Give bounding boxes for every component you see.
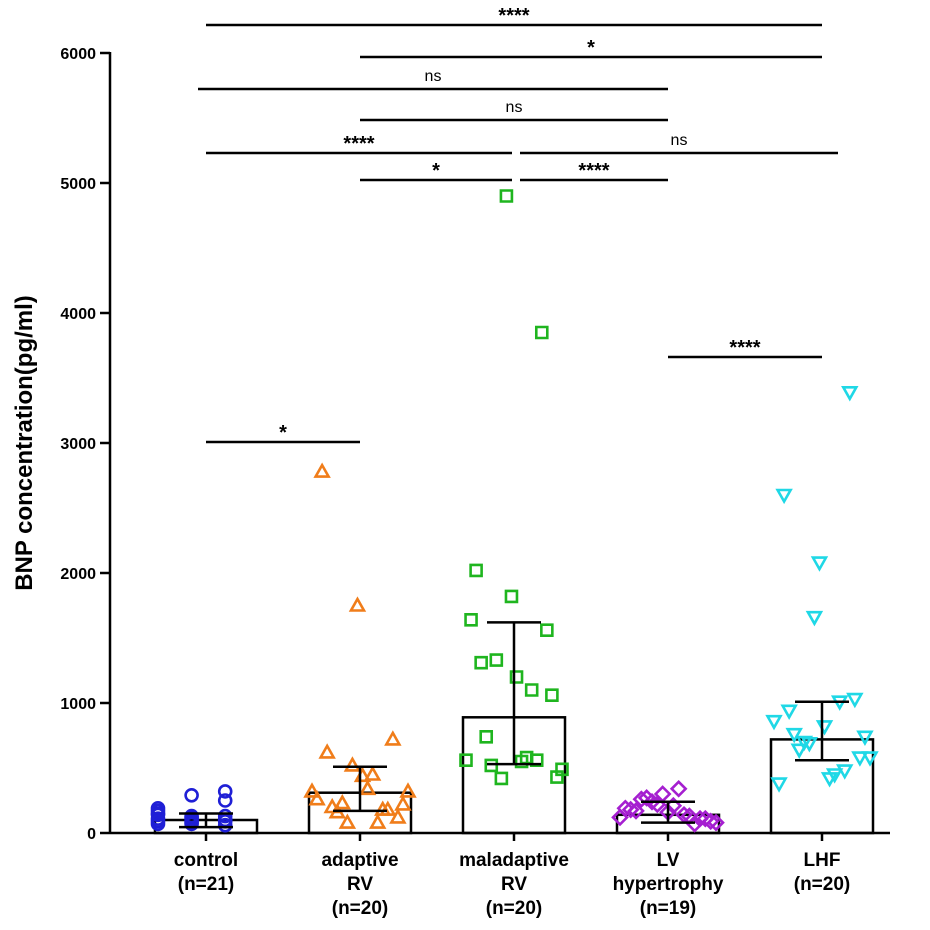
y-tick-label: 0: [87, 826, 96, 843]
y-axis-title: BNP concentration(pg/ml): [11, 295, 38, 591]
data-point: [691, 809, 709, 828]
data-point: [394, 795, 412, 811]
significance-label: ****: [578, 160, 609, 182]
x-tick-label: maladaptive RV (n=20): [459, 850, 569, 919]
data-point: [524, 683, 539, 697]
significance-label: ****: [498, 5, 529, 27]
data-point: [805, 610, 824, 627]
data-point: [846, 692, 864, 709]
data-point: [150, 814, 166, 829]
data-point: [534, 325, 549, 340]
error-bars-layer: [179, 621, 849, 829]
significance-label: *: [587, 37, 595, 59]
data-point: [509, 670, 524, 684]
data-point: [765, 714, 783, 731]
data-point: [669, 779, 688, 798]
data-point: [851, 751, 869, 767]
data-point: [775, 488, 793, 505]
data-point: [621, 800, 640, 819]
significance-label: *: [279, 422, 287, 444]
data-point: [399, 782, 417, 798]
y-axis: 0 1000 2000 3000 4000 5000 6000: [60, 46, 890, 843]
y-tick-label: 4000: [60, 306, 96, 323]
data-point: [389, 808, 407, 824]
y-tick-label: 1000: [60, 696, 96, 713]
data-point: [308, 790, 326, 806]
data-point: [790, 743, 808, 759]
data-point: [184, 788, 199, 803]
data-point: [856, 730, 874, 746]
x-axis-labels: control (n=21) adaptive RV (n=20) maladaptive…: [174, 833, 850, 919]
significance-label: ns: [506, 99, 523, 116]
data-point: [479, 730, 494, 744]
data-point: [707, 813, 725, 832]
x-tick-label: adaptive RV (n=20): [321, 850, 398, 919]
data-point: [459, 753, 473, 767]
data-point: [303, 782, 321, 798]
data-point: [494, 771, 509, 786]
significance-label: *: [432, 160, 440, 182]
data-point: [217, 817, 233, 833]
data-point: [815, 720, 834, 736]
data-point: [861, 751, 879, 767]
significance-label: ns: [425, 68, 442, 85]
significance-label: ns: [671, 132, 688, 149]
data-point: [348, 596, 367, 612]
data-point: [379, 800, 397, 816]
x-tick-label: LV hypertrophy (n=19): [613, 850, 724, 919]
data-point: [701, 812, 720, 831]
data-point: [770, 777, 788, 793]
y-tick-label: 6000: [60, 46, 96, 63]
data-point: [358, 779, 377, 796]
data-point: [184, 816, 199, 832]
data-point: [540, 623, 554, 637]
y-tick-label: 3000: [60, 436, 96, 453]
data-point: [555, 762, 569, 777]
data-point: [469, 563, 483, 578]
data-point: [825, 768, 844, 784]
significance-label: ****: [343, 133, 374, 155]
data-point: [550, 770, 564, 784]
data-point: [810, 556, 829, 572]
data-point: [184, 808, 199, 824]
data-point: [795, 735, 814, 752]
data-point: [637, 789, 656, 807]
data-point: [499, 189, 514, 203]
x-tick-label: LHF (n=20): [794, 850, 851, 895]
data-point: [484, 758, 499, 773]
data-point: [363, 765, 382, 781]
data-point: [780, 704, 798, 720]
data-point: [785, 727, 803, 744]
data-point: [841, 386, 859, 402]
data-point: [338, 813, 357, 829]
data-point: [384, 730, 402, 746]
significance-label: ****: [729, 337, 760, 359]
data-point: [318, 743, 336, 759]
data-point: [368, 813, 387, 829]
data-point: [464, 613, 478, 627]
y-tick-label: 2000: [60, 566, 96, 583]
data-point: [632, 790, 651, 809]
data-point: [489, 653, 504, 667]
y-tick-label: 5000: [60, 176, 96, 193]
data-point: [313, 462, 331, 478]
data-point: [474, 655, 488, 670]
data-point: [643, 792, 661, 811]
data-point: [545, 688, 559, 702]
data-point: [343, 756, 362, 772]
x-tick-label: control (n=21): [174, 850, 238, 895]
data-point: [504, 589, 519, 604]
data-point: [333, 793, 352, 810]
data-point: [217, 812, 233, 828]
data-point: [616, 799, 635, 818]
data-point: [217, 784, 233, 799]
data-point: [627, 802, 645, 820]
points-layer: [150, 189, 879, 833]
